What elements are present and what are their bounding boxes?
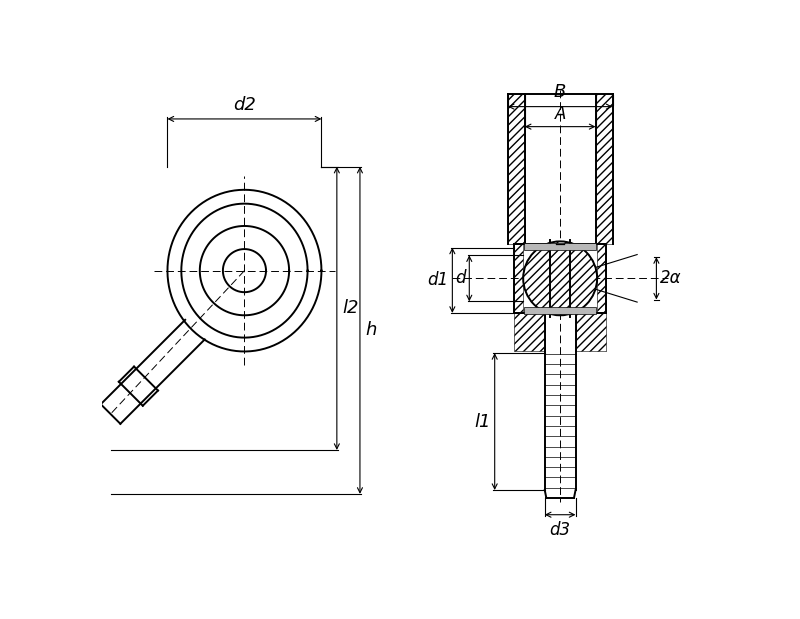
Circle shape	[523, 241, 597, 315]
Text: l2: l2	[342, 300, 358, 318]
Bar	[514, 244, 523, 313]
Bar	[597, 244, 606, 313]
Text: d: d	[455, 269, 466, 287]
Bar	[524, 243, 596, 250]
Text: d1: d1	[427, 271, 449, 289]
Bar	[508, 93, 525, 244]
Bar	[524, 307, 596, 314]
Text: 2α: 2α	[660, 269, 682, 287]
Text: d3: d3	[550, 521, 570, 539]
Text: h: h	[366, 321, 377, 339]
Bar	[595, 93, 613, 244]
Text: l1: l1	[474, 412, 491, 431]
Text: A: A	[554, 105, 566, 123]
Text: B: B	[554, 83, 566, 102]
Text: d2: d2	[233, 95, 256, 113]
